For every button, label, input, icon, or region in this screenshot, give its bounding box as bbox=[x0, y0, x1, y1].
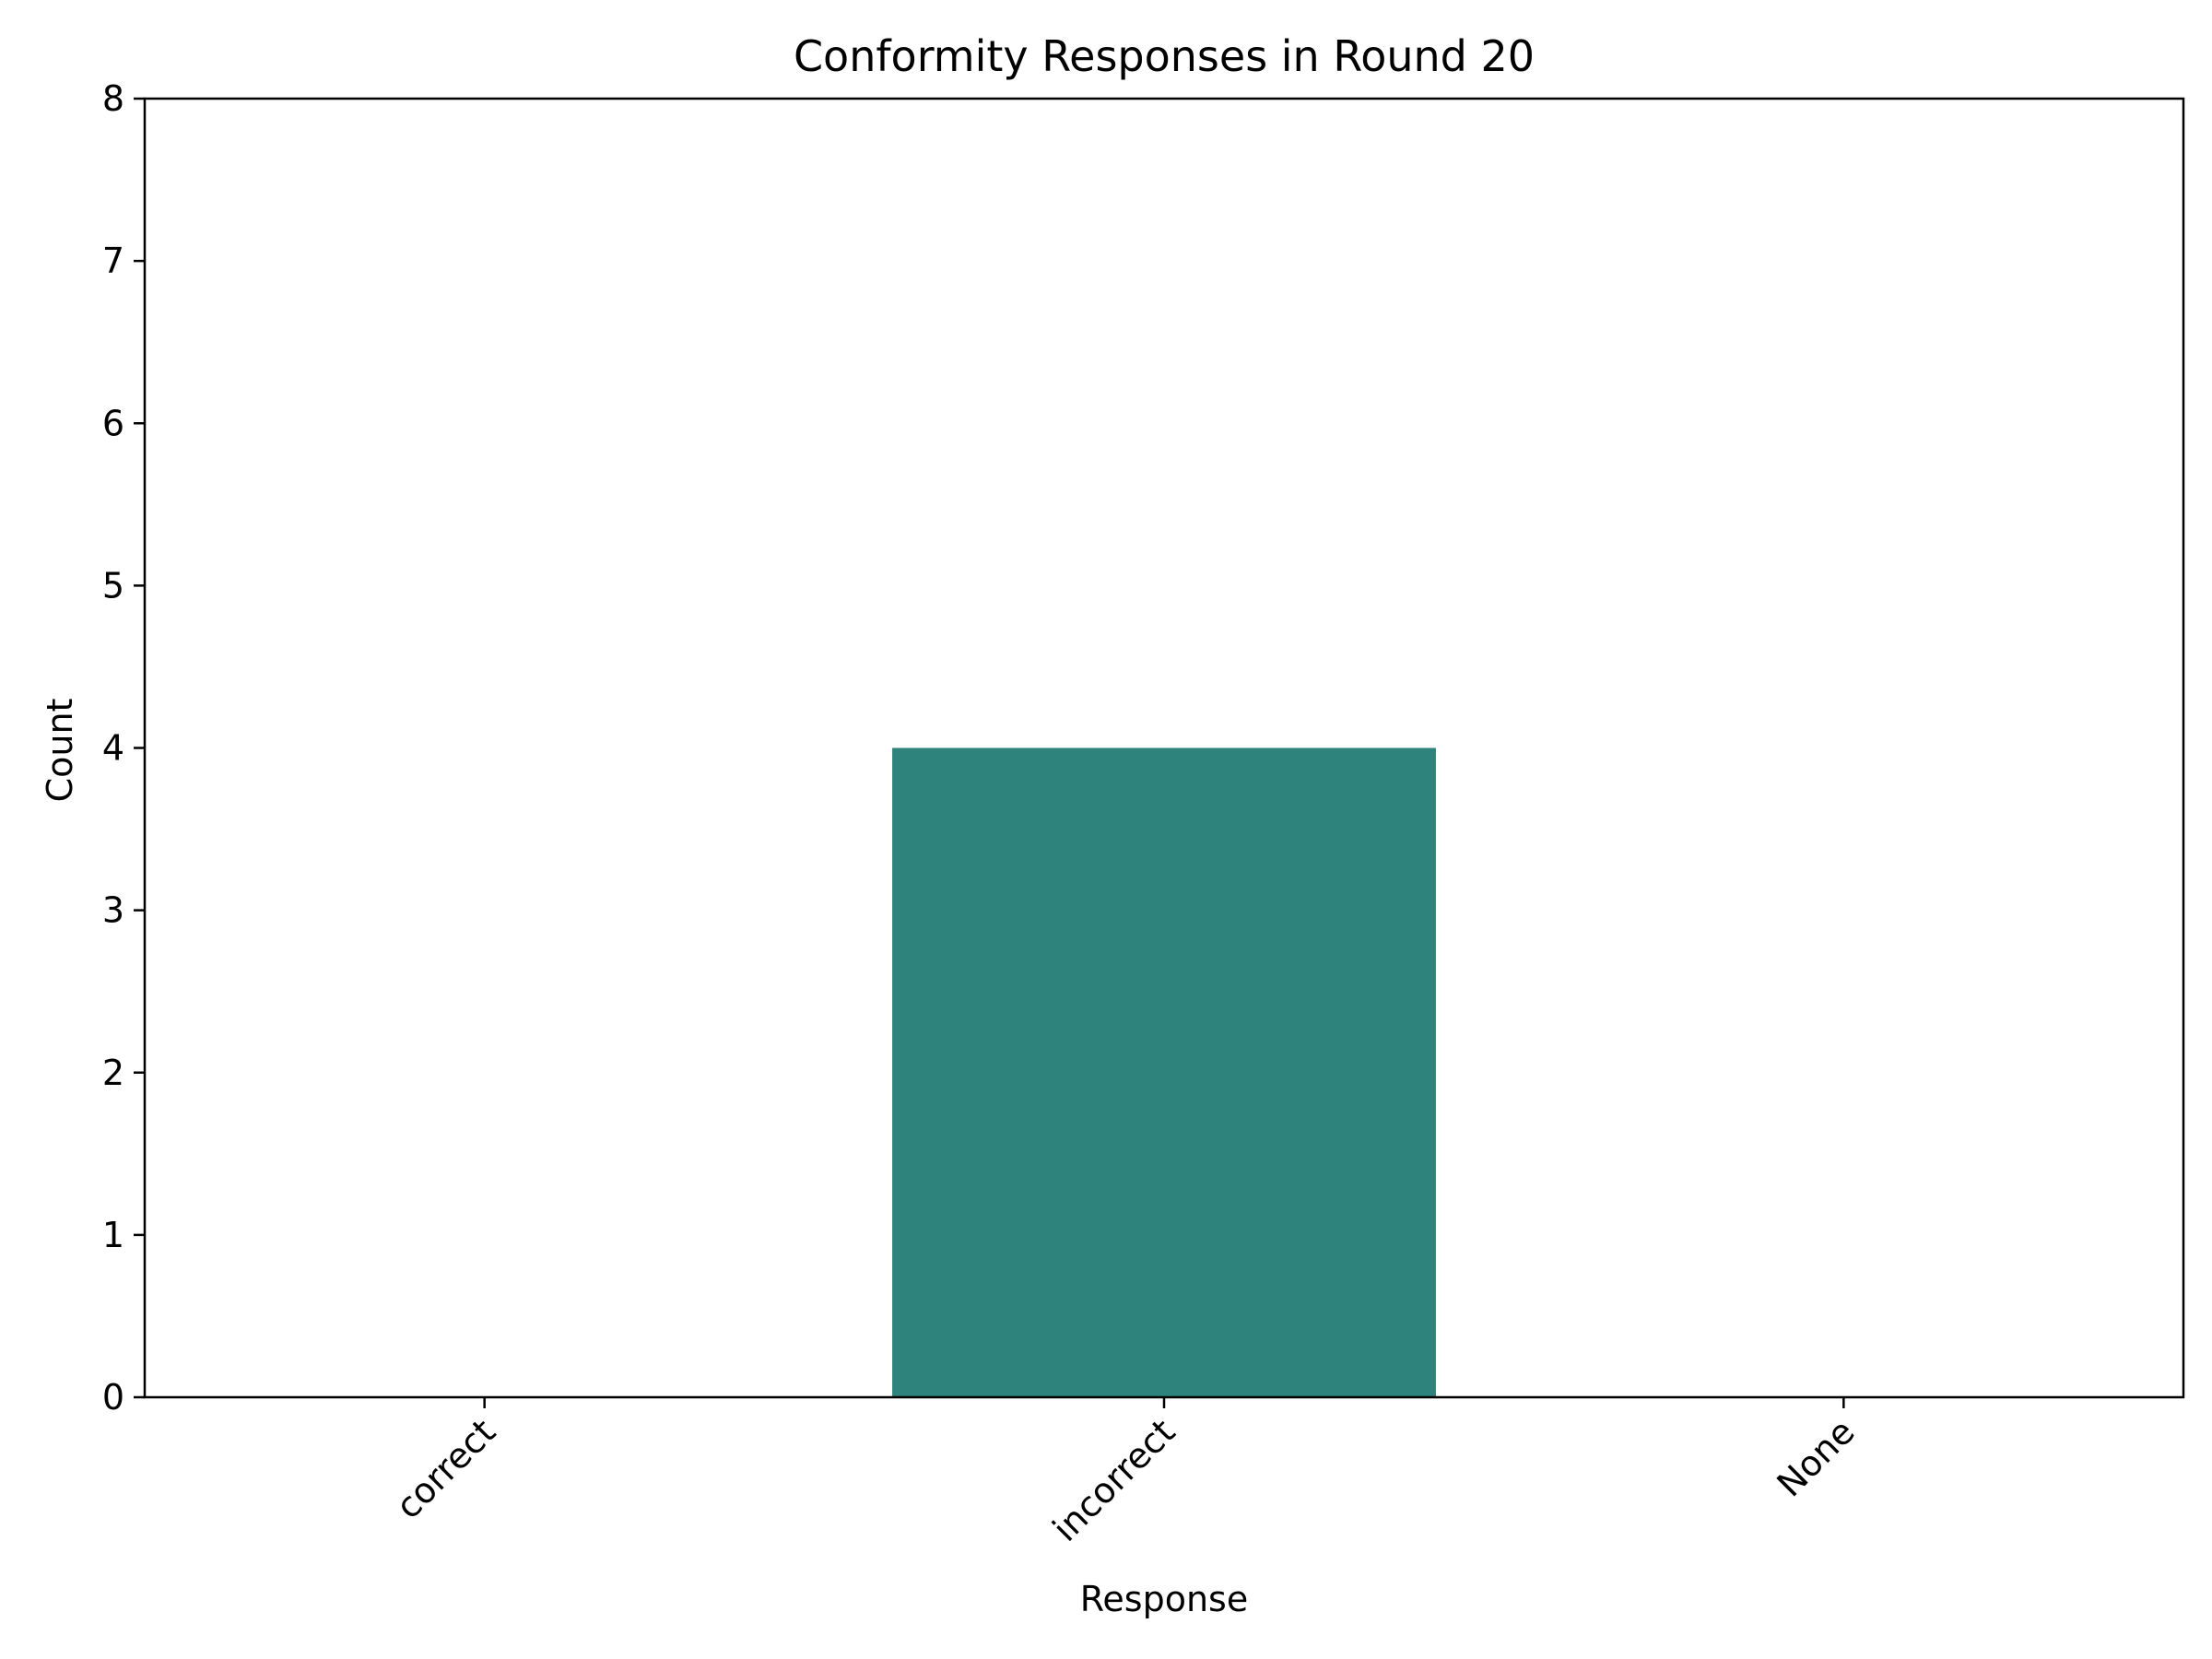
x-tick-label: incorrect bbox=[1045, 1411, 1183, 1549]
chart-title: Conformity Responses in Round 20 bbox=[794, 31, 1535, 81]
y-tick-label: 0 bbox=[102, 1377, 124, 1418]
x-tick-label: None bbox=[1769, 1411, 1862, 1504]
y-tick-label: 2 bbox=[102, 1053, 124, 1093]
y-tick-label: 6 bbox=[102, 403, 124, 443]
y-tick-label: 5 bbox=[102, 565, 124, 606]
bars-layer bbox=[892, 747, 1436, 1397]
x-axis-label: Response bbox=[1080, 1579, 1249, 1619]
y-tick-label: 4 bbox=[102, 728, 124, 769]
y-tick-label: 1 bbox=[102, 1215, 124, 1255]
y-axis-label: Count bbox=[40, 699, 80, 803]
y-tick-label: 8 bbox=[102, 78, 124, 119]
x-tick-label: correct bbox=[388, 1411, 503, 1526]
x-axis: correct incorrect None bbox=[388, 1397, 1863, 1549]
y-tick-label: 3 bbox=[102, 890, 124, 931]
y-axis: 0 1 2 3 4 5 6 7 8 bbox=[102, 78, 145, 1418]
y-tick-label: 7 bbox=[102, 241, 124, 281]
bar-incorrect bbox=[892, 747, 1436, 1397]
